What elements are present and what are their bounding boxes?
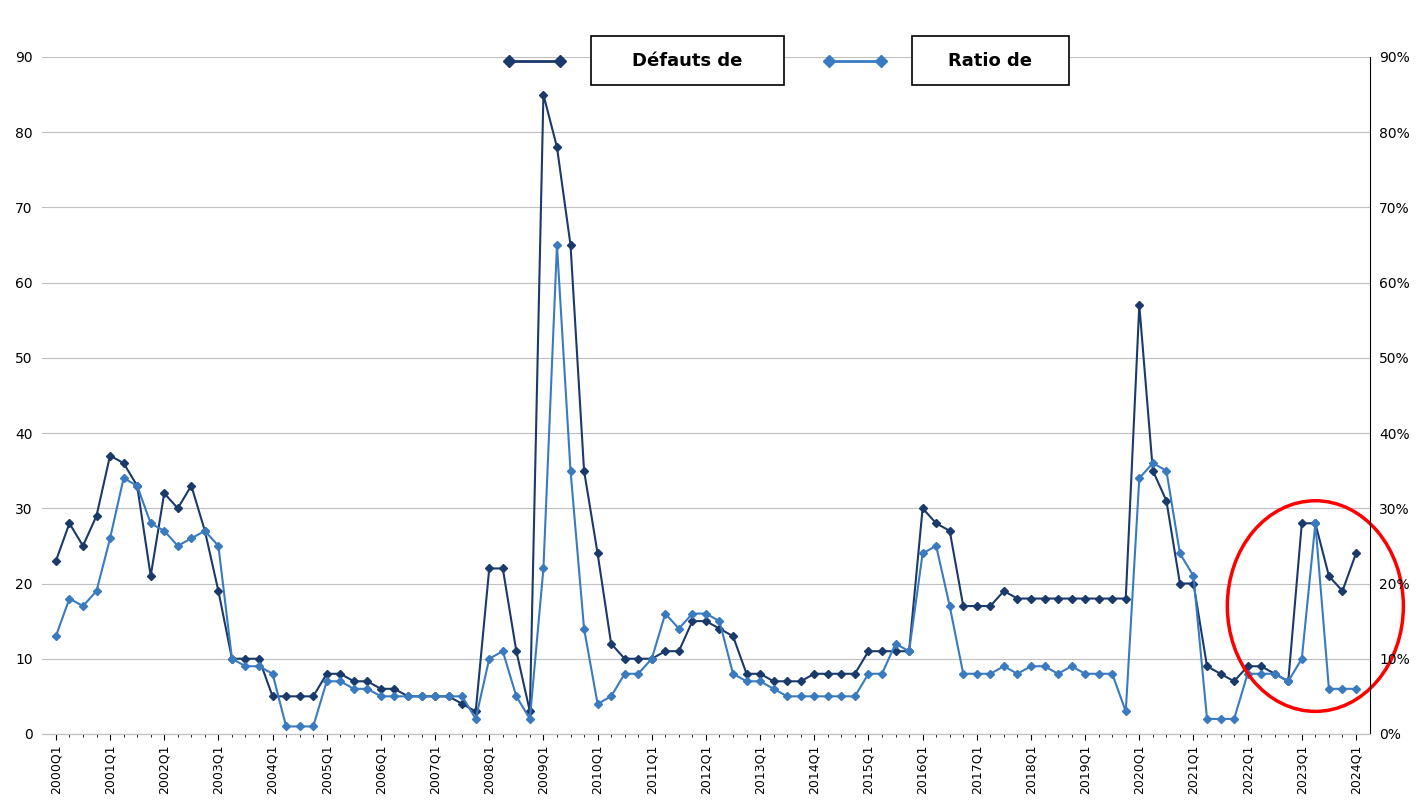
Text: Défauts de: Défauts de	[633, 52, 742, 70]
Text: Ratio de: Ratio de	[949, 52, 1032, 70]
